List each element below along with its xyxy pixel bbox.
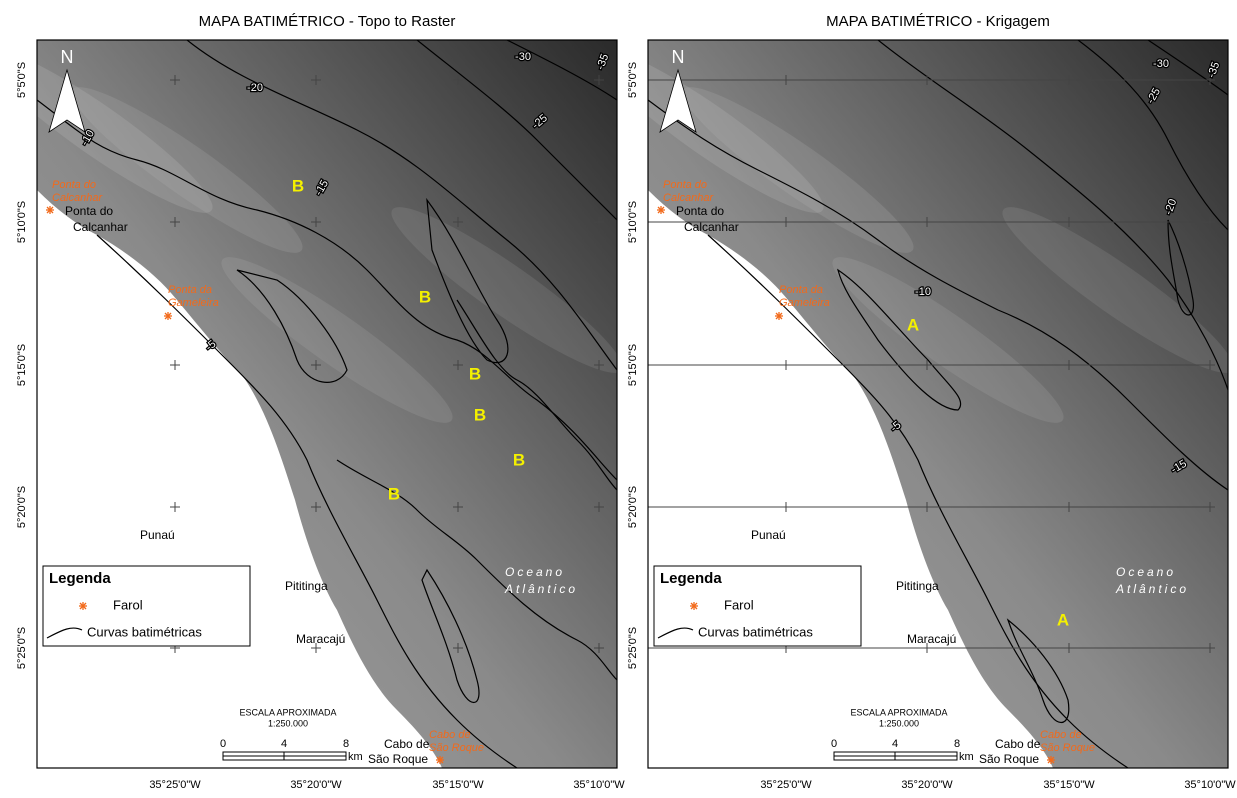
latitude-label: 5°20'0"S xyxy=(16,486,28,528)
lighthouse-label: Calcanhar xyxy=(52,192,103,204)
longitude-label: 35°15'0"W xyxy=(432,779,484,791)
feature-label: B xyxy=(419,287,431,306)
contour-label: -20 xyxy=(247,82,263,94)
ocean-label: Oceano xyxy=(1116,565,1176,579)
legend-item: Farol xyxy=(113,597,143,612)
scale-tick-label: 4 xyxy=(281,738,287,750)
scale-tick-label: 8 xyxy=(954,738,960,750)
lighthouse-symbol xyxy=(657,206,665,214)
longitude-label: 35°20'0"W xyxy=(901,779,953,791)
latitude-label: 5°15'0"S xyxy=(16,344,28,386)
longitude-label: 35°10'0"W xyxy=(1184,779,1236,791)
scale-title: ESCALA APROXIMADA xyxy=(850,707,947,717)
scale-title: ESCALA APROXIMADA xyxy=(239,707,336,717)
lighthouse-symbol xyxy=(46,206,54,214)
legend-title: Legenda xyxy=(660,570,722,587)
place-label: Pititinga xyxy=(896,579,939,593)
longitude-label: 35°25'0"W xyxy=(760,779,812,791)
lighthouse-label: Cabo de xyxy=(429,729,471,741)
ocean-label: Atlântico xyxy=(504,582,578,596)
lighthouse-label: Ponta do xyxy=(663,179,707,191)
lighthouse-label: São Roque xyxy=(1040,742,1095,754)
lighthouse-label: Gameleira xyxy=(168,297,219,309)
place-label: Maracajú xyxy=(907,632,956,646)
place-label: São Roque xyxy=(368,752,428,766)
feature-label: B xyxy=(388,484,400,503)
legend-title: Legenda xyxy=(49,570,111,587)
lighthouse-symbol xyxy=(775,312,783,320)
feature-label: B xyxy=(474,405,486,424)
lighthouse-label: Gameleira xyxy=(779,297,830,309)
lighthouse-symbol xyxy=(690,602,698,610)
place-label: Ponta do xyxy=(65,204,113,218)
latitude-label: 5°25'0"S xyxy=(16,627,28,669)
map-body xyxy=(0,29,636,768)
legend-item: Curvas batimétricas xyxy=(698,624,813,639)
scale-tick-label: 0 xyxy=(831,738,837,750)
longitude-label: 35°20'0"W xyxy=(290,779,342,791)
figure: MAPA BATIMÉTRICO - Topo to Raster N Ponta … xyxy=(0,0,1237,798)
lighthouse-label: Cabo de xyxy=(1040,729,1082,741)
longitude-label: 35°10'0"W xyxy=(573,779,625,791)
place-label: Cabo de xyxy=(995,737,1041,751)
longitude-label: 35°15'0"W xyxy=(1043,779,1095,791)
north-label: N xyxy=(61,47,74,67)
lighthouse-symbol xyxy=(79,602,87,610)
feature-label: B xyxy=(292,176,304,195)
ocean-label: Oceano xyxy=(505,565,565,579)
scale-ratio: 1:250.000 xyxy=(879,718,919,728)
panel-title: MAPA BATIMÉTRICO - Topo to Raster xyxy=(199,13,456,30)
ocean-label: Atlântico xyxy=(1115,582,1189,596)
place-label: Calcanhar xyxy=(684,220,739,234)
contour-label: -30 xyxy=(515,51,531,63)
place-label: Maracajú xyxy=(296,632,345,646)
feature-label: B xyxy=(469,364,481,383)
scale-tick-label: 8 xyxy=(343,738,349,750)
latitude-label: 5°25'0"S xyxy=(627,627,639,669)
feature-label: A xyxy=(907,315,919,334)
lighthouse-symbol xyxy=(164,312,172,320)
scale-tick-label: 4 xyxy=(892,738,898,750)
place-label: Cabo de xyxy=(384,737,430,751)
lighthouse-symbol xyxy=(1047,756,1055,764)
place-label: São Roque xyxy=(979,752,1039,766)
latitude-label: 5°10'0"S xyxy=(627,201,639,243)
latitude-label: 5°10'0"S xyxy=(16,201,28,243)
north-label: N xyxy=(672,47,685,67)
feature-label: A xyxy=(1057,610,1069,629)
scale-unit: km xyxy=(959,751,974,763)
longitude-label: 35°25'0"W xyxy=(149,779,201,791)
lighthouse-label: Ponta da xyxy=(168,284,212,296)
place-label: Pititinga xyxy=(285,579,328,593)
latitude-label: 5°20'0"S xyxy=(627,486,639,528)
place-label: Calcanhar xyxy=(73,220,128,234)
place-label: Punaú xyxy=(140,528,175,542)
contour-label: -30 xyxy=(1153,58,1169,70)
legend-item: Curvas batimétricas xyxy=(87,624,202,639)
latitude-label: 5°5'0"S xyxy=(627,62,639,98)
panel-title: MAPA BATIMÉTRICO - Krigagem xyxy=(826,13,1050,30)
legend-item: Farol xyxy=(724,597,754,612)
page: {"panels": [ {"title": "MAPA BATIMÉTRICO… xyxy=(0,0,1237,798)
lighthouse-label: São Roque xyxy=(429,742,484,754)
latitude-label: 5°15'0"S xyxy=(627,344,639,386)
lighthouse-symbol xyxy=(436,756,444,764)
place-label: Ponta do xyxy=(676,204,724,218)
scale-tick-label: 0 xyxy=(220,738,226,750)
lighthouse-label: Ponta da xyxy=(779,284,823,296)
feature-label: B xyxy=(513,450,525,469)
lighthouse-label: Calcanhar xyxy=(663,192,714,204)
place-label: Punaú xyxy=(751,528,786,542)
latitude-label: 5°5'0"S xyxy=(16,62,28,98)
scale-unit: km xyxy=(348,751,363,763)
lighthouse-label: Ponta do xyxy=(52,179,96,191)
scale-ratio: 1:250.000 xyxy=(268,718,308,728)
contour-label: -10 xyxy=(915,286,931,298)
